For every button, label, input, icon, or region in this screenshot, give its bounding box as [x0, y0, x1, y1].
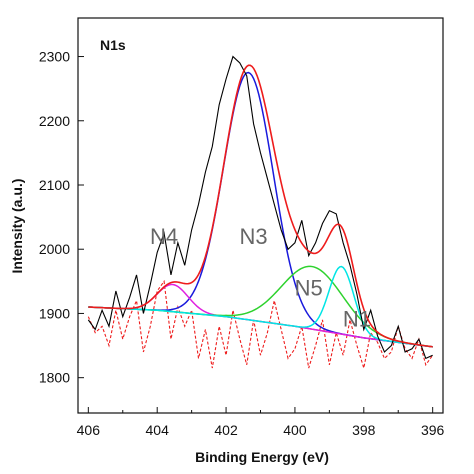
- y-tick-label: 1800: [39, 370, 70, 386]
- peak-label-n1: N1: [343, 306, 371, 331]
- peak-labels: N4 N3 N5 N1: [150, 224, 371, 331]
- peak-n1-line: [88, 265, 433, 348]
- x-tick-label: 404: [146, 422, 170, 438]
- x-axis: 406 404 402 400 398 396: [77, 407, 445, 438]
- x-tick-label: 398: [352, 422, 376, 438]
- x-tick-label: 406: [77, 422, 101, 438]
- peak-label-n3: N3: [240, 224, 268, 249]
- x-tick-label: 400: [283, 422, 307, 438]
- x-tick-label: 396: [421, 422, 445, 438]
- y-tick-label: 1900: [39, 305, 70, 321]
- peak-label-n4: N4: [150, 224, 178, 249]
- chart-title: N1s: [100, 37, 126, 53]
- x-axis-title: Binding Energy (eV): [195, 449, 329, 465]
- y-tick-label: 2100: [39, 177, 70, 193]
- y-axis: 1800 1900 2000 2100 2200 2300: [39, 49, 84, 386]
- x-tick-label: 402: [214, 422, 238, 438]
- curves-group: [87, 55, 434, 369]
- y-tick-label: 2200: [39, 113, 70, 129]
- envelope-line: [88, 64, 433, 348]
- peak-label-n5: N5: [295, 275, 323, 300]
- y-axis-title: Intensity (a.u.): [9, 179, 25, 274]
- y-tick-label: 2000: [39, 241, 70, 257]
- y-tick-label: 2300: [39, 49, 70, 65]
